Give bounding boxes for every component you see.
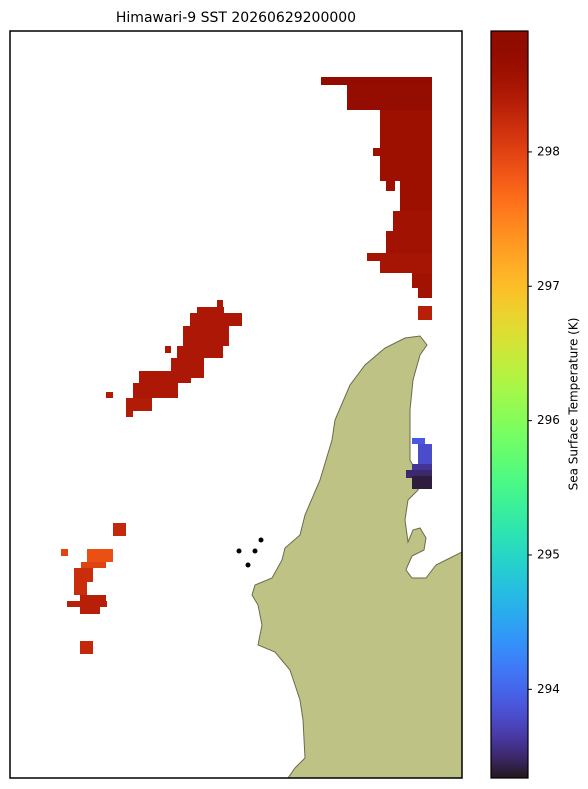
colorbar-tick-label: 297 — [537, 279, 560, 293]
land — [251, 335, 462, 778]
sst-cell — [113, 523, 126, 536]
colorbar-tick-label: 295 — [537, 547, 560, 561]
sst-cell — [106, 392, 113, 398]
sst-cell — [412, 273, 432, 288]
island — [245, 562, 251, 568]
sst-cell — [80, 607, 100, 614]
sst-cell — [165, 346, 171, 353]
island — [252, 548, 258, 554]
sst-cell — [87, 549, 113, 562]
colorbar-tick-label: 296 — [537, 413, 560, 427]
sst-cell — [412, 438, 425, 444]
colorbar — [490, 30, 529, 779]
sst-cell — [412, 476, 432, 489]
colorbar-ticks: 294 295 296 297 298 — [528, 144, 560, 696]
sst-cell — [380, 110, 432, 148]
sst-cell — [380, 261, 432, 273]
sst-cell — [133, 383, 178, 398]
sst-cell — [126, 411, 133, 417]
sst-cell — [81, 562, 106, 568]
sst-cell — [74, 582, 87, 595]
map — [61, 77, 462, 778]
sst-cell — [197, 307, 224, 317]
sst-cell — [67, 601, 107, 607]
sst-cell — [347, 85, 432, 110]
sst-cell — [80, 641, 93, 654]
sst-cell — [74, 568, 93, 582]
sst-cell — [177, 346, 223, 358]
sst-cell — [406, 470, 432, 478]
sst-cell — [386, 231, 432, 253]
sst-cell — [418, 306, 432, 320]
colorbar-label: Sea Surface Temperature (K) — [567, 318, 581, 491]
sst-cell — [400, 191, 432, 211]
sst-cell — [126, 398, 152, 411]
sst-cell — [386, 181, 395, 191]
sst-cell — [139, 371, 191, 383]
sst-cell — [373, 148, 432, 156]
sst-cell — [380, 156, 432, 181]
island — [258, 537, 264, 543]
sst-cell — [321, 77, 432, 85]
island — [236, 548, 242, 554]
sst-cell — [418, 444, 432, 464]
sst-raster — [61, 77, 432, 654]
sst-cell — [400, 181, 432, 191]
sst-cell — [393, 211, 432, 231]
sst-cell — [61, 549, 68, 556]
sst-cell — [367, 253, 432, 261]
sst-cell — [217, 300, 223, 307]
colorbar-tick-label: 298 — [537, 144, 560, 158]
colorbar-tick-label: 294 — [537, 682, 560, 696]
sst-cell — [418, 288, 432, 298]
sst-cell — [183, 326, 229, 346]
map-frame — [9, 30, 463, 779]
chart-title: Himawari-9 SST 20260629200000 — [116, 10, 356, 26]
sst-cell — [190, 313, 242, 326]
